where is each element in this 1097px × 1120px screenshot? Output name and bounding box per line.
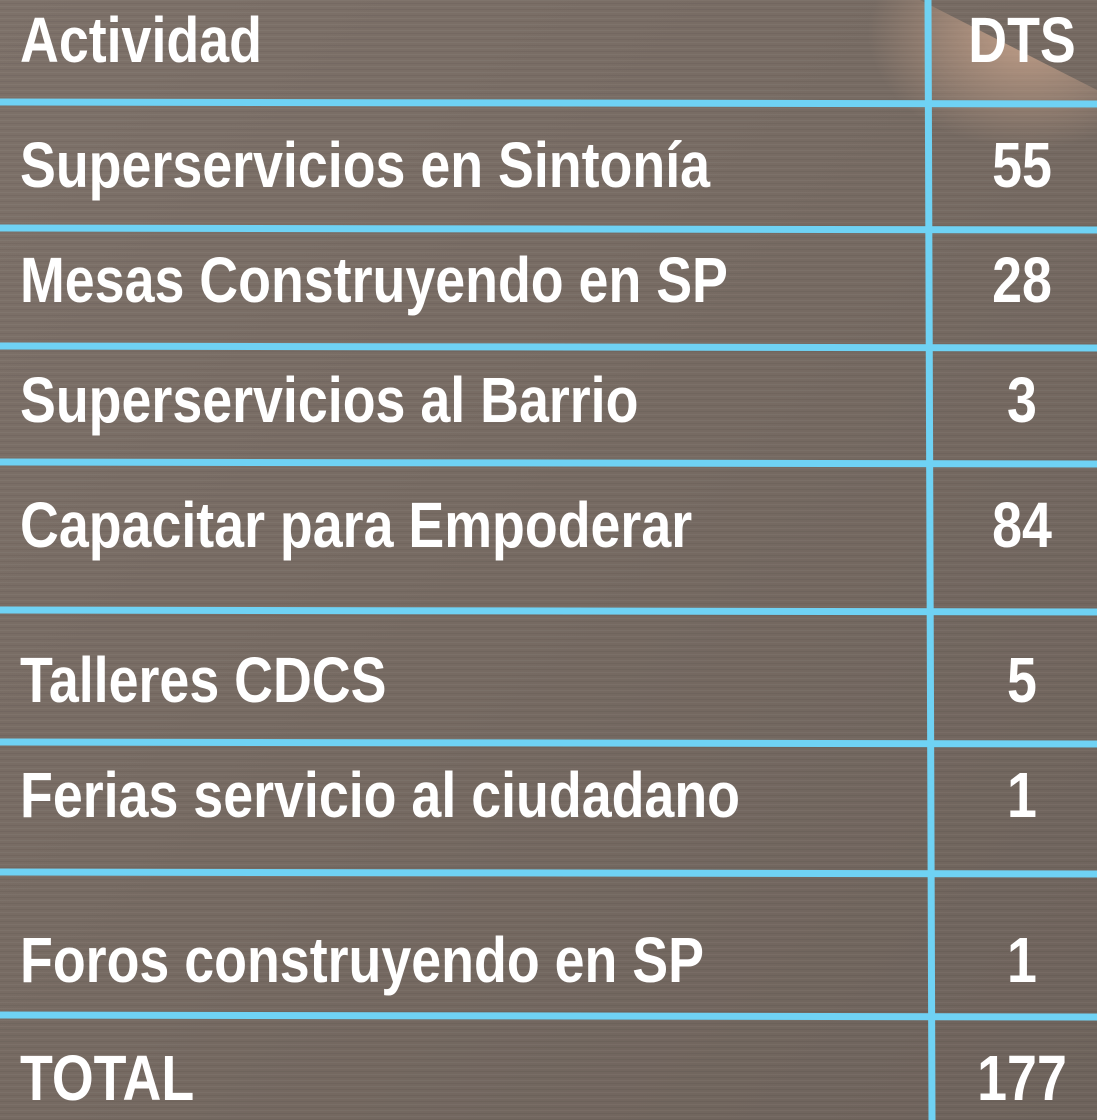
row-label: Mesas Construyendo en SP bbox=[20, 243, 728, 316]
row-label: Superservicios al Barrio bbox=[20, 363, 638, 436]
row-label: Superservicios en Sintonía bbox=[20, 128, 711, 201]
row-label: Foros construyendo en SP bbox=[20, 923, 704, 996]
hand-shadow bbox=[640, 0, 1097, 330]
total-label: TOTAL bbox=[20, 1041, 194, 1114]
row-divider bbox=[0, 606, 1097, 616]
row-value: 1 bbox=[1007, 758, 1037, 831]
row-value: 3 bbox=[1007, 363, 1037, 436]
header-value: DTS bbox=[968, 3, 1076, 76]
row-label: Ferias servicio al ciudadano bbox=[20, 758, 740, 831]
row-divider bbox=[0, 98, 1097, 108]
total-value: 177 bbox=[977, 1041, 1067, 1114]
row-divider bbox=[0, 458, 1097, 468]
column-divider bbox=[924, 0, 936, 1120]
row-label: Talleres CDCS bbox=[20, 643, 386, 716]
row-value: 1 bbox=[1007, 923, 1037, 996]
row-divider bbox=[0, 342, 1097, 352]
row-divider bbox=[0, 868, 1097, 878]
row-divider bbox=[0, 1011, 1097, 1021]
row-divider bbox=[0, 738, 1097, 748]
row-value: 5 bbox=[1007, 643, 1037, 716]
row-divider bbox=[0, 224, 1097, 234]
row-value: 84 bbox=[992, 488, 1052, 561]
row-label: Capacitar para Empoderar bbox=[20, 488, 692, 561]
row-value: 28 bbox=[992, 243, 1052, 316]
header-label: Actividad bbox=[20, 3, 262, 76]
row-value: 55 bbox=[992, 128, 1052, 201]
